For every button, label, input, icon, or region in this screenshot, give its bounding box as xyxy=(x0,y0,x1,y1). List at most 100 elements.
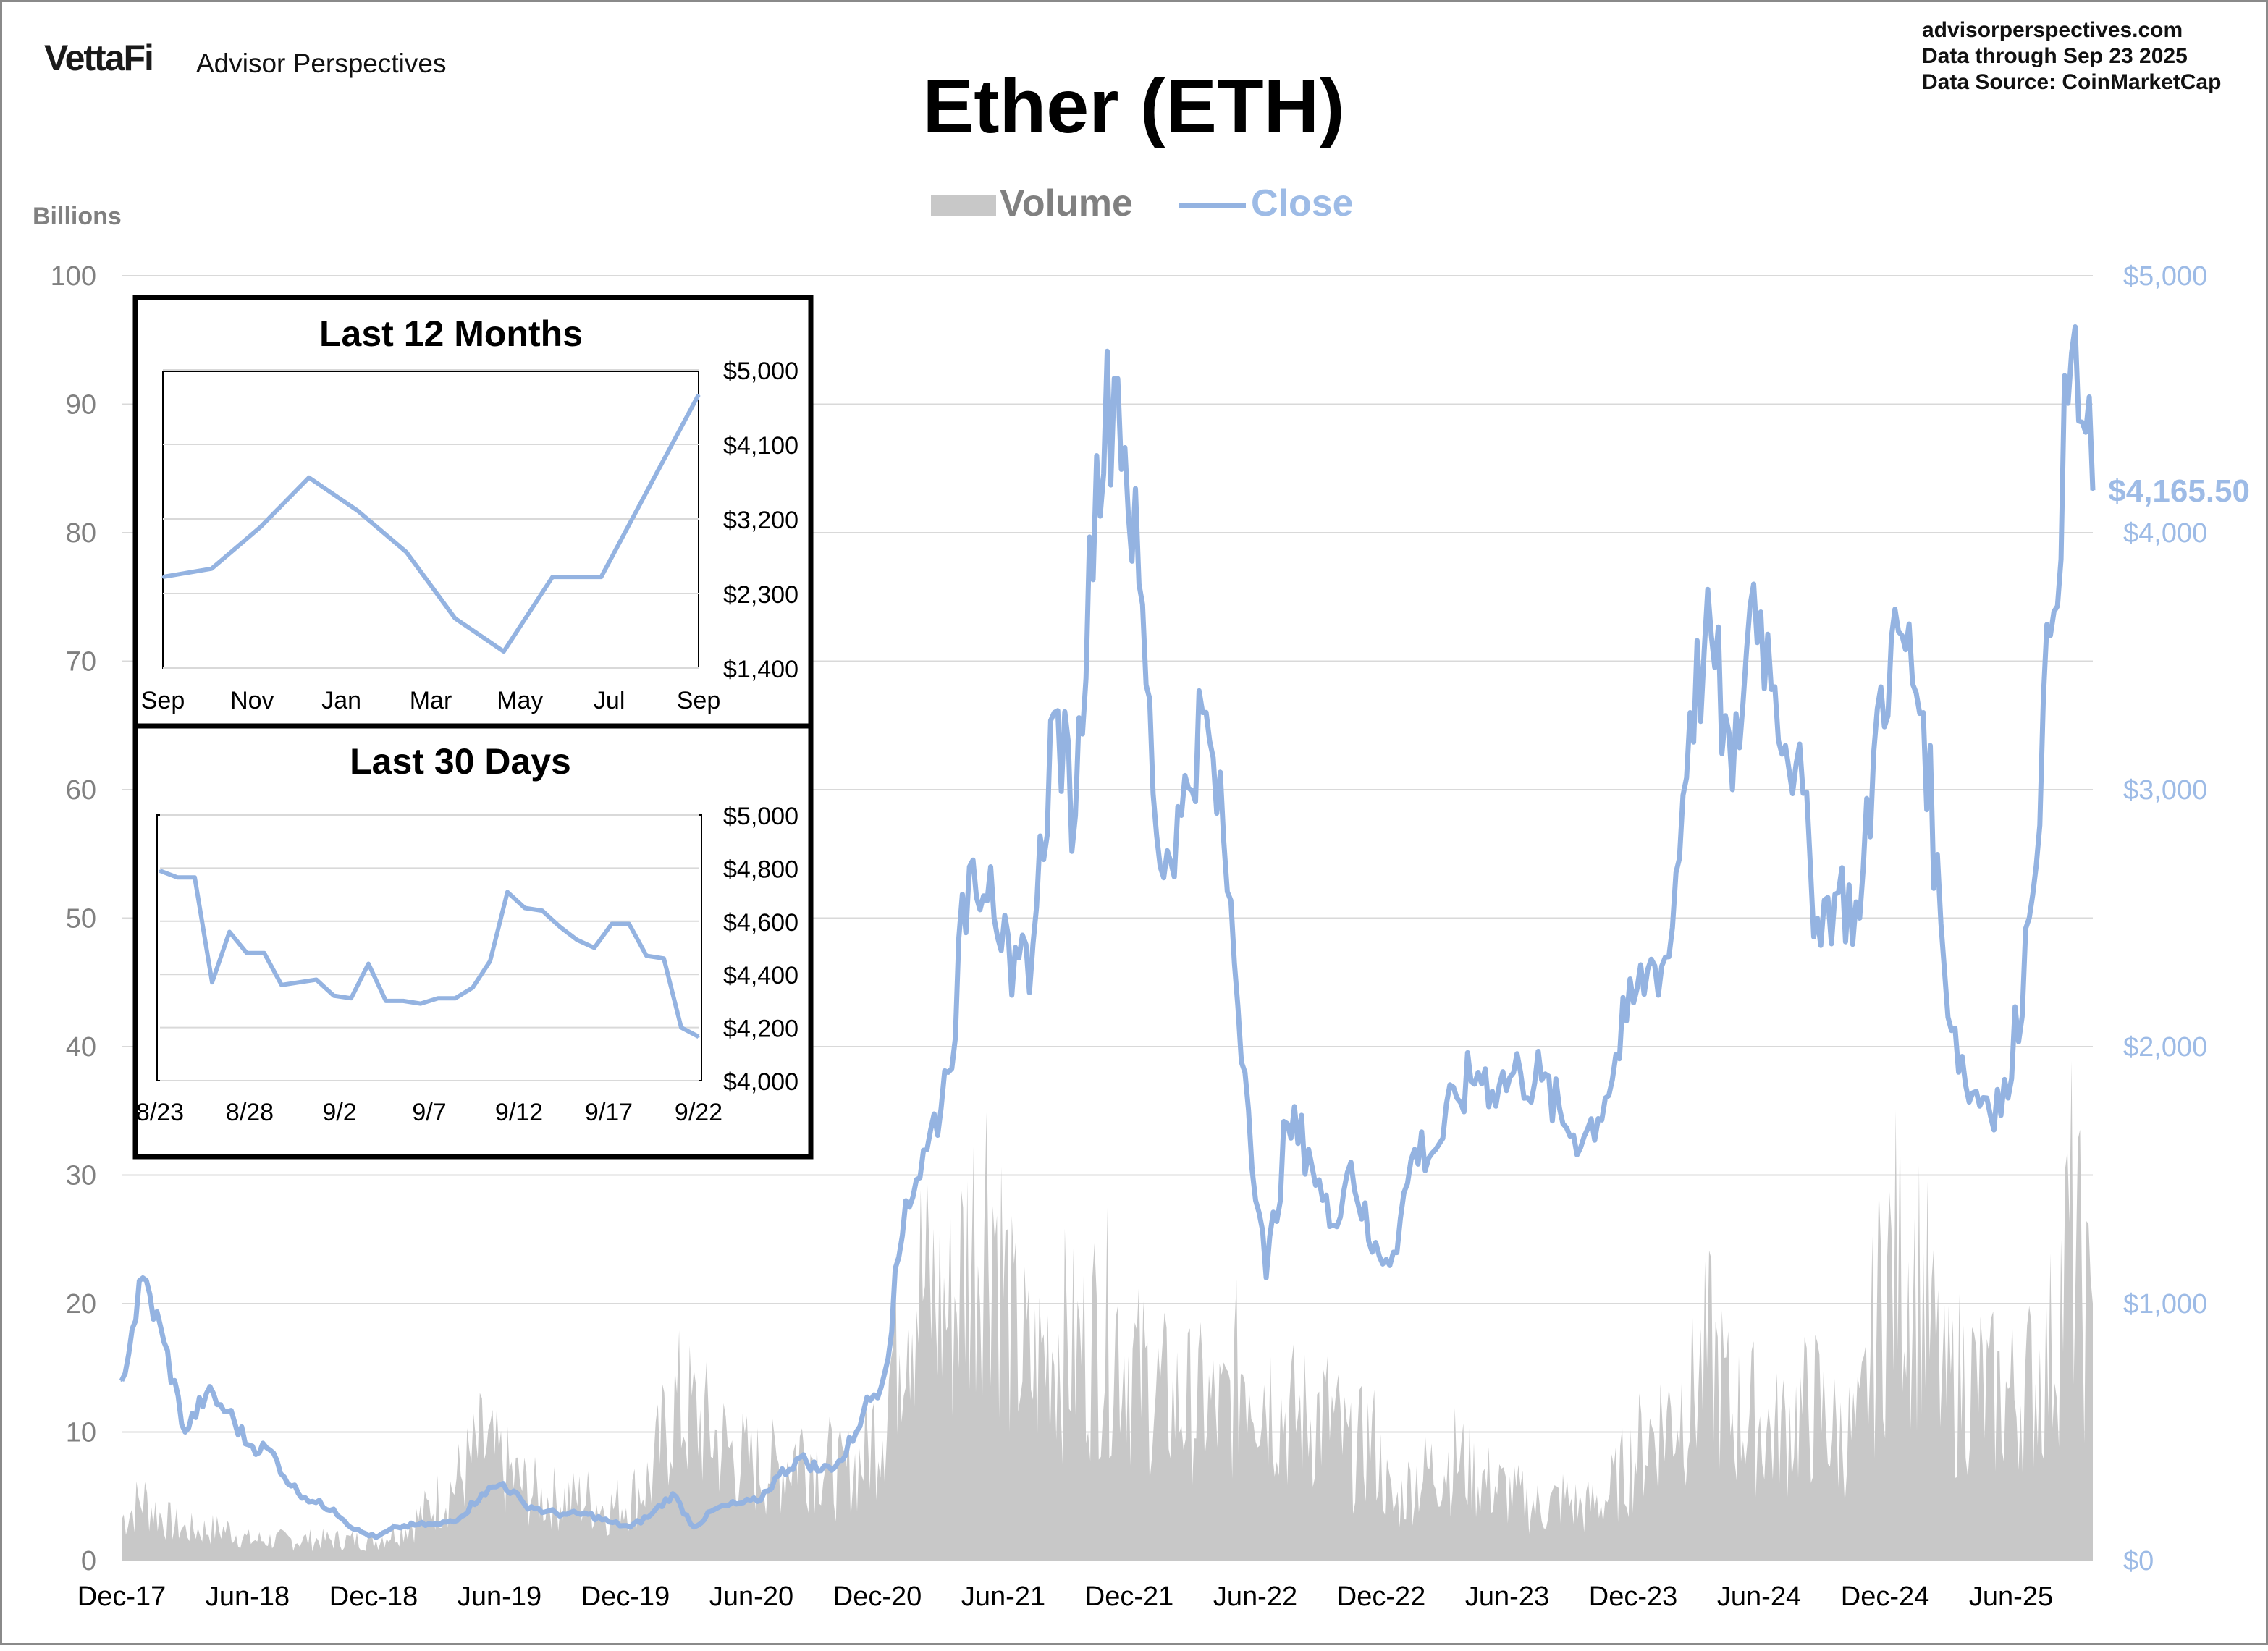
inset-y-tick-label: $4,600 xyxy=(723,909,798,937)
close-point xyxy=(2070,352,2073,354)
close-point xyxy=(1731,788,1734,791)
x-axis-tick-label: Dec-19 xyxy=(581,1582,670,1612)
close-point xyxy=(290,1485,292,1487)
right-axis-tick-label: $0 xyxy=(2123,1546,2154,1576)
close-point xyxy=(756,1500,759,1503)
close-point xyxy=(481,1492,484,1495)
inset-30d-x-ticks: 8/23 8/28 9/2 9/7 9/12 9/17 9/22 xyxy=(136,1099,722,1126)
volume-area xyxy=(122,1060,2093,1561)
close-point xyxy=(1053,712,1055,714)
x-axis-tick-label: Jun-19 xyxy=(458,1582,541,1612)
inset-x-tick-label: Mar xyxy=(410,687,452,714)
data-source: Data Source: CoinMarketCap xyxy=(1922,70,2221,94)
close-point xyxy=(629,1526,632,1529)
close-point xyxy=(438,1523,441,1526)
x-axis-tick-label: Dec-18 xyxy=(329,1582,418,1612)
close-point xyxy=(1774,685,1776,688)
close-point xyxy=(1434,1148,1437,1151)
close-point xyxy=(1032,942,1034,945)
close-point xyxy=(1858,917,1861,919)
inset-close-point xyxy=(593,947,596,949)
chart-title: Ether (ETH) xyxy=(923,64,1345,149)
close-point xyxy=(2049,634,2052,637)
close-point xyxy=(248,1443,250,1446)
inset-close-line xyxy=(159,869,700,1039)
inset-close-point xyxy=(263,952,266,955)
x-axis-ticks: Dec-17 Jun-18 Dec-18 Jun-19 Dec-19 Jun-20 Dec-… xyxy=(77,1582,2053,1612)
close-point xyxy=(2028,917,2031,919)
x-axis-tick-label: Dec-17 xyxy=(77,1582,166,1612)
close-point xyxy=(396,1526,399,1529)
close-point xyxy=(1710,634,1713,637)
close-point xyxy=(374,1536,377,1539)
inset-y-tick-label: $5,000 xyxy=(723,803,798,830)
left-axis-tick-label: 100 xyxy=(51,261,96,292)
close-point xyxy=(226,1410,229,1413)
inset-close-point xyxy=(697,1035,700,1038)
inset-x-tick-label: May xyxy=(497,687,543,714)
x-axis-tick-label: Jun-25 xyxy=(1969,1582,2053,1612)
inset-x-tick-label: Sep xyxy=(141,687,185,714)
legend-volume-swatch xyxy=(931,195,996,216)
inset-close-point xyxy=(489,960,492,963)
data-through: Data through Sep 23 2025 xyxy=(1922,44,2188,68)
close-point xyxy=(1370,1251,1373,1254)
inset-12m-y-ticks: $1,400 $2,300 $3,200 $4,100 $5,000 xyxy=(723,358,798,683)
close-point xyxy=(417,1523,420,1526)
inset-close-point xyxy=(308,476,311,479)
inset-close-point xyxy=(680,1026,683,1029)
inset-x-tick-label: 8/23 xyxy=(136,1099,184,1126)
close-point xyxy=(163,1340,166,1343)
close-point xyxy=(1498,1084,1501,1086)
close-point xyxy=(1307,1148,1310,1151)
close-point xyxy=(353,1528,356,1531)
close-point xyxy=(819,1469,822,1472)
close-point xyxy=(1286,1123,1289,1125)
close-point xyxy=(523,1503,526,1506)
close-point xyxy=(1964,1084,1967,1086)
inset-x-tick-label: 9/22 xyxy=(675,1099,722,1126)
legend: Volume Close xyxy=(931,182,1354,224)
inset-x-tick-label: Sep xyxy=(677,687,721,714)
left-axis-tick-label: 0 xyxy=(81,1546,96,1576)
close-point xyxy=(1837,891,1840,894)
inset-12m-close-series xyxy=(161,393,701,654)
close-point xyxy=(1646,968,1649,971)
close-point xyxy=(798,1456,801,1459)
right-axis-tick-label: $2,000 xyxy=(2123,1032,2207,1063)
close-point xyxy=(1986,1097,1989,1099)
x-axis-tick-label: Jun-18 xyxy=(206,1582,290,1612)
close-point xyxy=(1201,712,1204,714)
left-axis-tick-label: 30 xyxy=(66,1161,96,1191)
inset-y-tick-label: $4,400 xyxy=(723,962,798,989)
inset-x-tick-label: Jan xyxy=(321,687,361,714)
inset-x-tick-label: 8/28 xyxy=(226,1099,274,1126)
close-point xyxy=(311,1500,314,1503)
x-axis-tick-label: Jun-21 xyxy=(961,1582,1045,1612)
close-point xyxy=(1519,1071,1522,1073)
x-axis-tick-label: Dec-22 xyxy=(1337,1582,1426,1612)
close-point xyxy=(841,1459,844,1462)
inset-30d-close-series xyxy=(159,869,700,1039)
left-axis-tick-label: 10 xyxy=(66,1418,96,1448)
close-point xyxy=(1265,1277,1268,1279)
close-point xyxy=(1753,583,1755,586)
inset-y-tick-label: $4,200 xyxy=(723,1015,798,1043)
right-axis-tick-label: $3,000 xyxy=(2123,775,2207,806)
close-point xyxy=(2007,1097,2010,1099)
inset-30d-title: Last 30 Days xyxy=(350,741,571,782)
last-close-label: $4,165.50 xyxy=(2108,473,2250,509)
close-point xyxy=(1456,1097,1459,1099)
inset-close-point xyxy=(454,997,457,1000)
inset-close-point xyxy=(523,906,526,909)
inset-close-point xyxy=(211,981,214,984)
left-axis-ticks: 0 10 20 30 40 50 60 70 80 90 100 xyxy=(51,261,96,1576)
left-axis-tick-label: 60 xyxy=(66,775,96,806)
close-point xyxy=(862,1410,865,1413)
close-point xyxy=(1943,968,1946,971)
inset-y-tick-label: $1,400 xyxy=(723,656,798,683)
vettafi-logo: VettaFi xyxy=(44,38,154,78)
inset-12m-border xyxy=(132,295,814,729)
close-point xyxy=(1011,994,1013,997)
inset-close-point xyxy=(551,575,554,578)
